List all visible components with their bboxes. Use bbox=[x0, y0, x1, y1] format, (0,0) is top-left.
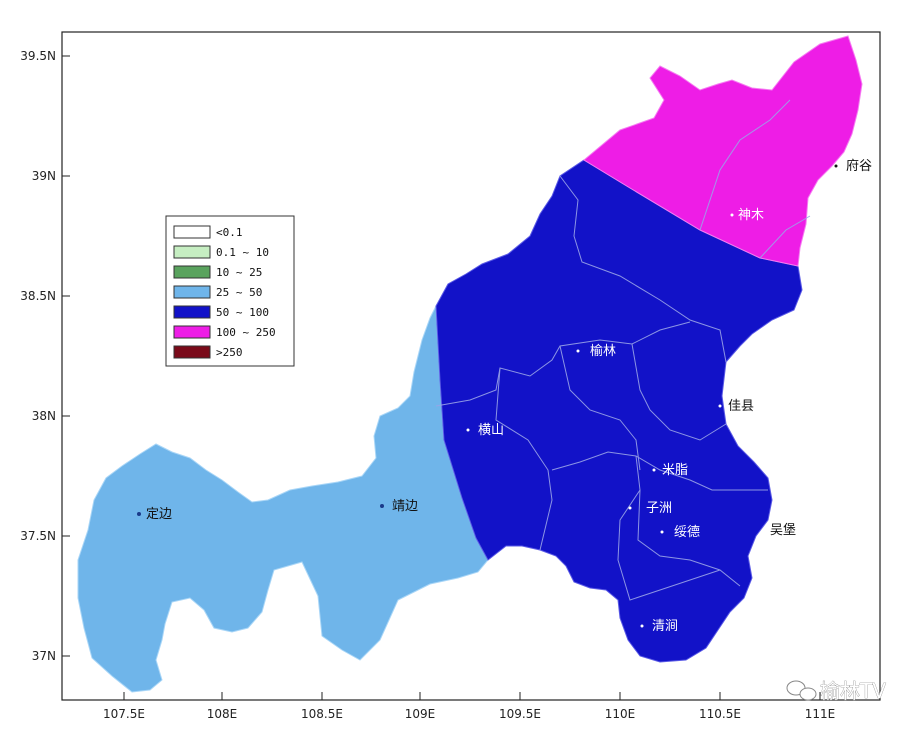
city-dot-wubu bbox=[762, 528, 766, 532]
legend-label: 10 ~ 25 bbox=[216, 266, 262, 279]
wechat-icon bbox=[786, 680, 817, 701]
city-dot-zizhou bbox=[628, 506, 632, 510]
legend-label: 100 ~ 250 bbox=[216, 326, 276, 339]
city-label-jiaxian: 佳县 bbox=[728, 399, 754, 414]
x-axis: 107.5E 108E 108.5E 109E 109.5E 110E 110.5E 111E bbox=[103, 692, 835, 721]
x-tick-label: 107.5E bbox=[103, 707, 145, 721]
city-labels: 府谷 神木 榆林 佳县 横山 米脂 子洲 绥德 吴堡 清涧 靖边 定边 bbox=[137, 159, 872, 634]
y-tick-label: 38N bbox=[32, 409, 56, 423]
city-dot-dingbian bbox=[137, 512, 141, 516]
city-label-qingjian: 清涧 bbox=[652, 619, 678, 634]
city-dot-mizhi bbox=[652, 468, 656, 472]
x-tick-label: 108E bbox=[207, 707, 238, 721]
city-dot-suide bbox=[660, 530, 664, 534]
city-dot-jingbian bbox=[380, 504, 384, 508]
x-tick-label: 111E bbox=[805, 707, 836, 721]
city-label-jingbian: 靖边 bbox=[392, 499, 418, 514]
legend-label: >250 bbox=[216, 346, 243, 359]
x-tick-label: 108.5E bbox=[301, 707, 343, 721]
city-label-hengshan: 横山 bbox=[478, 423, 504, 438]
city-dot-yuyang bbox=[576, 349, 580, 353]
legend-label: 25 ~ 50 bbox=[216, 286, 262, 299]
city-label-yuyang: 榆林 bbox=[590, 344, 616, 359]
x-tick-label: 110E bbox=[605, 707, 636, 721]
legend-swatch bbox=[173, 325, 211, 339]
city-label-fugu: 府谷 bbox=[846, 159, 872, 174]
city-dot-hengshan bbox=[466, 428, 470, 432]
watermark: 榆林TV bbox=[786, 679, 887, 703]
region-central-50-100 bbox=[435, 159, 803, 663]
legend-swatch bbox=[173, 305, 211, 319]
city-dot-jiaxian bbox=[718, 404, 722, 408]
legend-label: 0.1 ~ 10 bbox=[216, 246, 269, 259]
city-dot-shenmu bbox=[730, 213, 734, 217]
x-tick-label: 109E bbox=[405, 707, 436, 721]
y-tick-label: 39.5N bbox=[20, 49, 56, 63]
legend: <0.1 0.1 ~ 10 10 ~ 25 25 ~ 50 50 ~ 100 100 ~ … bbox=[165, 215, 295, 367]
y-tick-label: 37N bbox=[32, 649, 56, 663]
legend-swatch bbox=[173, 265, 211, 279]
county-boundaries bbox=[435, 99, 811, 601]
city-label-mizhi: 米脂 bbox=[662, 463, 688, 478]
x-tick-label: 109.5E bbox=[499, 707, 541, 721]
city-dot-qingjian bbox=[640, 624, 644, 628]
y-tick-label: 39N bbox=[32, 169, 56, 183]
y-tick-label: 38.5N bbox=[20, 289, 56, 303]
y-axis: 39.5N 39N 38.5N 38N 37.5N 37N bbox=[20, 49, 70, 663]
legend-swatch bbox=[173, 225, 211, 239]
city-label-suide: 绥德 bbox=[674, 525, 700, 540]
legend-swatch bbox=[173, 345, 211, 359]
x-tick-label: 110.5E bbox=[699, 707, 741, 721]
legend-swatch bbox=[173, 245, 211, 259]
y-tick-label: 37.5N bbox=[20, 529, 56, 543]
legend-label: <0.1 bbox=[216, 226, 243, 239]
city-label-wubu: 吴堡 bbox=[770, 522, 796, 538]
city-label-shenmu: 神木 bbox=[738, 208, 764, 223]
region-west-25-50 bbox=[77, 304, 489, 693]
city-label-zizhou: 子洲 bbox=[646, 501, 672, 516]
watermark-text: 榆林TV bbox=[820, 679, 886, 703]
legend-label: 50 ~ 100 bbox=[216, 306, 269, 319]
city-dot-fugu bbox=[834, 164, 838, 168]
city-label-dingbian: 定边 bbox=[146, 507, 172, 522]
region-north-100-250 bbox=[583, 35, 863, 267]
legend-swatch bbox=[173, 285, 211, 299]
